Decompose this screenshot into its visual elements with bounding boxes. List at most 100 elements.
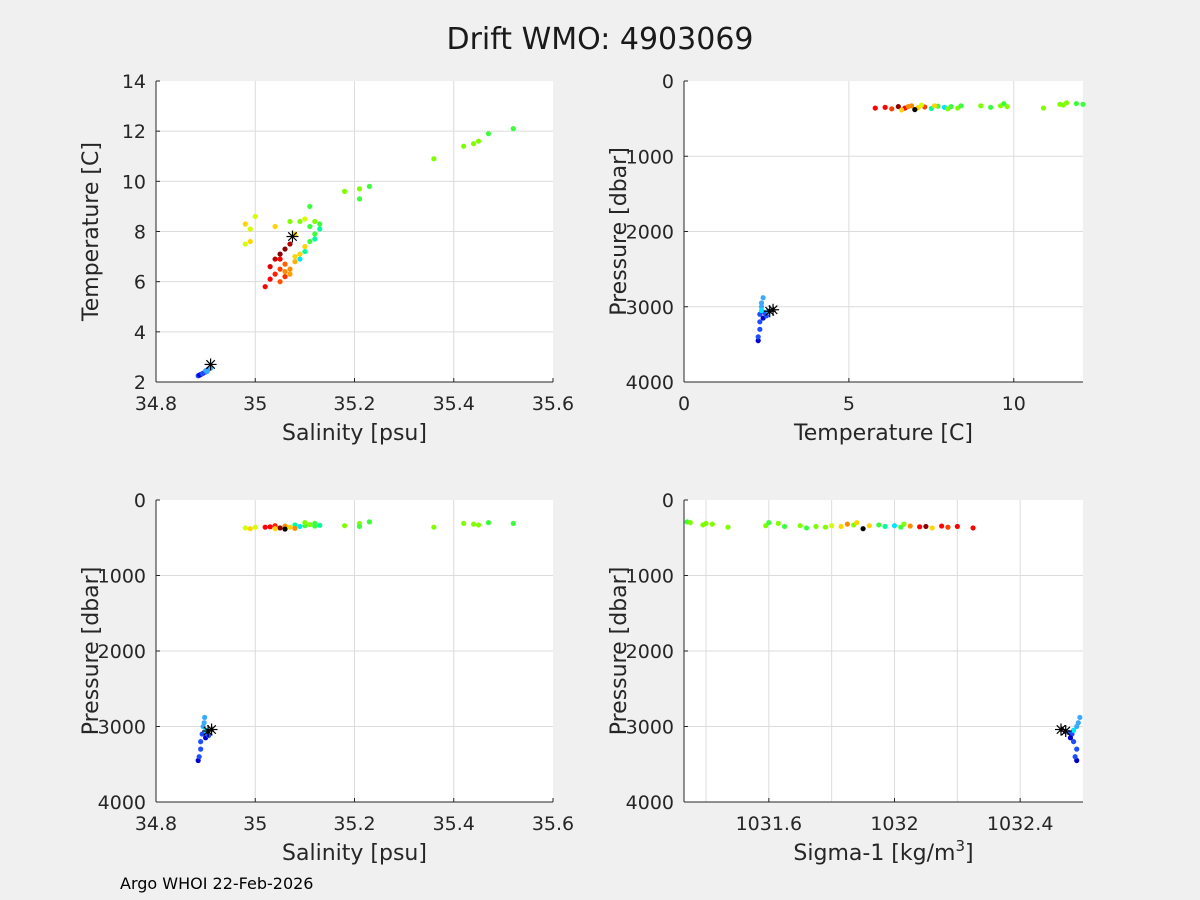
data-point (307, 238, 313, 245)
data-point (923, 523, 929, 530)
data-point (918, 102, 925, 108)
data-point (803, 525, 810, 531)
data-point (988, 104, 994, 110)
data-point (876, 522, 882, 528)
data-point (895, 103, 901, 110)
data-point (287, 271, 293, 277)
data-point (272, 526, 278, 532)
data-point (292, 525, 298, 531)
x-tick-label: 35.6 (532, 813, 574, 835)
data-point (755, 334, 761, 340)
data-point (287, 266, 293, 272)
data-point (758, 304, 765, 310)
panel-pressure-sigma1: 1031.6 1032 1032.4 0 1000 2000 3000 4000 Sigma-1… (607, 490, 1083, 866)
x-axis-label: Salinity [psu] (282, 421, 427, 446)
figure-title: Drift WMO: 4903069 (447, 22, 754, 57)
data-point (475, 138, 482, 144)
data-point (758, 300, 765, 306)
data-point (485, 131, 492, 137)
star-stroke (1056, 724, 1066, 735)
y-tick-label: 2000 (626, 222, 674, 244)
y-tick-label: 12 (122, 121, 146, 143)
data-point (882, 523, 888, 530)
y-tick-label: 2000 (98, 641, 146, 663)
x-axis-label: Salinity [psu] (282, 841, 427, 866)
data-point (471, 521, 477, 527)
data-point (297, 218, 303, 225)
data-point (204, 368, 210, 375)
y-axis-label: Pressure [dbar] (79, 567, 104, 736)
y-tick-label: 3000 (626, 717, 674, 739)
data-point (247, 238, 253, 245)
y-tick-label: 1000 (626, 566, 674, 588)
panel-pressure-temperature: 0 5 10 0 1000 2000 3000 4000 Temperature [C] Pres… (607, 71, 1086, 446)
x-tick-label: 35.4 (433, 813, 475, 835)
data-point (297, 523, 303, 530)
data-point (1004, 103, 1010, 110)
data-point (703, 520, 709, 527)
data-point (312, 231, 318, 237)
panel-temperature-salinity: 34.8 35 35.2 35.4 35.6 2 4 6 8 10 12 14 Salinity [ps… (79, 71, 574, 446)
data-point (945, 106, 951, 112)
data-point (1063, 100, 1070, 106)
x-tick-label: 1032.4 (987, 813, 1053, 835)
data-point (781, 523, 788, 530)
data-point (366, 519, 372, 525)
star-stroke (287, 231, 298, 242)
data-point (725, 524, 731, 530)
data-point (471, 141, 477, 147)
data-point (272, 223, 278, 230)
data-point (356, 523, 363, 530)
x-axis-label-superscript: 3 (955, 837, 965, 855)
y-tick-label: 3000 (626, 297, 674, 319)
data-point (282, 246, 288, 252)
data-point (307, 223, 313, 230)
data-point (822, 524, 828, 530)
star-marker (205, 723, 218, 736)
x-tick-label: 1032 (870, 813, 918, 835)
x-tick-label: 35 (243, 393, 267, 415)
data-point (277, 256, 283, 262)
data-point (297, 256, 303, 262)
x-axis-label: Temperature [C] (793, 421, 973, 446)
data-point (277, 525, 283, 531)
data-point (302, 243, 308, 250)
y-tick-label: 0 (134, 490, 146, 512)
data-point (709, 521, 715, 527)
data-point (247, 226, 253, 232)
data-point (196, 754, 202, 760)
data-point (267, 276, 273, 282)
data-point (307, 203, 313, 210)
data-point (242, 221, 248, 227)
y-tick-label: 0 (662, 71, 674, 93)
data-point (1080, 101, 1086, 107)
data-point (307, 521, 313, 528)
data-point (758, 307, 765, 314)
data-point (252, 213, 258, 220)
x-axis-label-end: ] (965, 841, 974, 866)
data-point (282, 261, 288, 267)
data-point (247, 526, 253, 532)
data-point (277, 279, 283, 285)
data-point (1073, 100, 1080, 107)
data-point (312, 520, 318, 527)
data-point (829, 523, 835, 529)
data-point (1072, 754, 1078, 760)
star-marker (204, 358, 217, 371)
data-point (510, 126, 516, 132)
data-point (356, 186, 363, 192)
data-point (252, 524, 258, 530)
data-point (317, 226, 323, 232)
y-axis-label: Pressure [dbar] (607, 567, 632, 736)
data-point (282, 526, 288, 532)
data-point (272, 271, 278, 277)
data-point (844, 521, 850, 527)
data-point (242, 241, 248, 247)
data-point (461, 143, 467, 149)
data-point (1074, 746, 1080, 752)
data-point (912, 106, 918, 113)
data-point (277, 251, 283, 257)
star-stroke (768, 305, 778, 315)
data-point (302, 520, 308, 526)
